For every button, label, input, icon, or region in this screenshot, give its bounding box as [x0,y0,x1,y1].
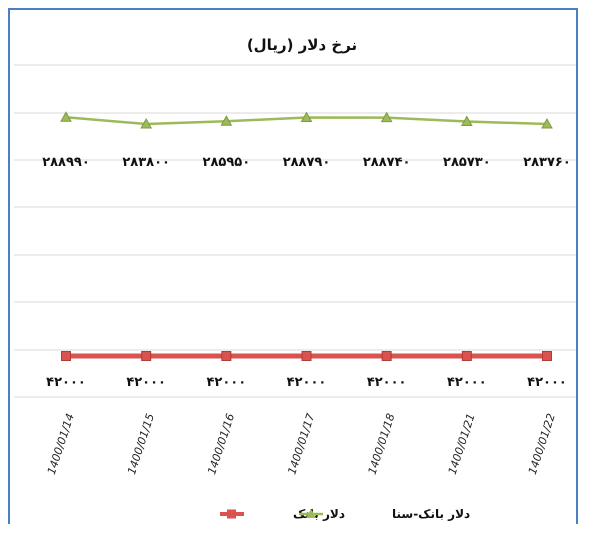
x-tick-label: 1400/01/21 [446,412,478,476]
data-point [61,351,71,361]
data-label: ۲۸۳۸۰۰ [122,155,170,170]
data-point [60,111,72,122]
series-bank-sana: ۲۸۸۹۹۰ ۲۸۳۸۰۰ ۲۸۵۹۵۰ ۲۸۸۷۹۰ ۲۸۸۷۴۰ ۲۸۵۷۳۰ ۲۸۳۷… [42,111,571,170]
data-point [461,351,472,361]
legend: دلار بانک دلار بانک-سنا [220,507,470,521]
data-label: ۲۸۳۷۶۰ [523,155,571,170]
x-tick-label: 1400/01/15 [125,412,157,476]
x-tick-label: 1400/01/14 [45,412,77,476]
data-point [220,115,233,126]
data-label: ۲۸۸۹۹۰ [42,155,90,170]
data-label: ۲۸۸۷۴۰ [363,155,411,170]
data-label: ۲۸۸۷۹۰ [283,155,331,170]
x-tick-label: 1400/01/22 [526,412,558,476]
data-label: ۴۲۰۰۰ [287,375,327,390]
x-tick-label: 1400/01/18 [366,412,398,476]
data-point [381,351,392,361]
data-point [460,115,473,126]
data-label: ۲۸۵۹۵۰ [203,155,251,170]
data-label: ۴۲۰۰۰ [206,375,246,390]
data-label: ۲۸۵۷۳۰ [443,155,491,170]
data-label: ۴۲۰۰۰ [447,375,487,390]
data-point [221,351,232,361]
legend-marker-bank [227,509,236,519]
series-bank: ۴۲۰۰۰ ۴۲۰۰۰ ۴۲۰۰۰ ۴۲۰۰۰ ۴۲۰۰۰ ۴۲۰۰۰ ۴۲۰۰۰ [46,351,567,390]
x-axis-ticks: 1400/01/14 1400/01/15 1400/01/16 1400/01/17… [45,412,558,476]
series-layer: ۴۲۰۰۰ ۴۲۰۰۰ ۴۲۰۰۰ ۴۲۰۰۰ ۴۲۰۰۰ ۴۲۰۰۰ ۴۲۰۰۰ ۲۸۸۹۹… [42,111,571,390]
data-label: ۴۲۰۰۰ [367,375,407,390]
data-point [542,351,552,361]
data-label: ۴۲۰۰۰ [126,375,166,390]
data-point [141,351,152,361]
data-point [300,111,313,123]
data-label: ۴۲۰۰۰ [527,375,567,390]
legend-marker-bank-sana [306,509,316,518]
x-tick-label: 1400/01/17 [285,412,317,476]
data-point [541,117,553,129]
data-point [380,111,393,123]
data-point [140,117,153,129]
data-label: ۴۲۰۰۰ [46,375,86,390]
x-tick-label: 1400/01/16 [205,412,237,476]
chart-title: نرخ دلار (ریال) [247,36,357,54]
line-chart: نرخ دلار (ریال) ۴۲۰۰۰ ۴۲۰۰۰ ۴۲۰۰۰ ۴۲۰۰۰ ۴۲۰۰… [14,36,576,521]
gridlines [14,64,576,398]
data-point [301,351,312,361]
chart-frame: نرخ دلار (ریال) ۴۲۰۰۰ ۴۲۰۰۰ ۴۲۰۰۰ ۴۲۰۰۰ ۴۲۰۰… [8,8,578,524]
legend-label-bank-sana: دلار بانک-سنا [392,507,470,521]
